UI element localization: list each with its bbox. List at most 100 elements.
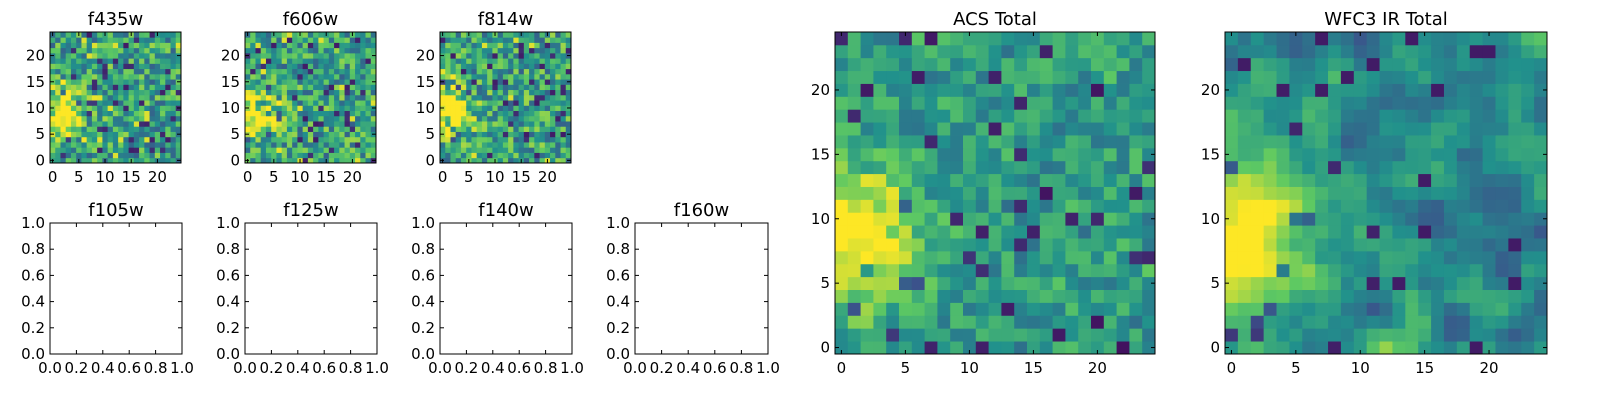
heatmap-cell — [950, 238, 964, 252]
heatmap-cell — [502, 100, 509, 106]
heatmap-cell — [250, 115, 256, 122]
heatmap-cell — [1225, 122, 1239, 136]
heatmap-cell — [924, 199, 938, 213]
heatmap-cell — [76, 100, 82, 106]
heatmap-cell — [481, 73, 488, 80]
heatmap-cell — [1027, 341, 1041, 355]
heatmap-cell — [460, 58, 467, 64]
heatmap-cell — [370, 152, 377, 159]
heatmap-cell — [1142, 250, 1156, 265]
heatmap-cell — [139, 84, 145, 91]
heatmap-cell — [250, 52, 256, 59]
heatmap-cell — [1405, 44, 1419, 59]
heatmap-cell — [81, 84, 88, 91]
heatmap-cell — [81, 147, 88, 153]
heatmap-cell — [1276, 302, 1290, 316]
heatmap-cell — [355, 121, 361, 127]
heatmap-cell — [55, 152, 61, 159]
heatmap-cell — [265, 142, 272, 148]
heatmap-cell — [1328, 135, 1342, 149]
heatmap-cell — [1103, 225, 1117, 239]
heatmap-cell — [1001, 225, 1015, 239]
heatmap-cell — [286, 110, 293, 117]
heatmap-cell — [565, 147, 572, 153]
heatmap-cell — [1052, 135, 1066, 149]
heatmap-cell — [1521, 83, 1535, 97]
heatmap-cell — [1250, 44, 1265, 59]
panel-title: f160w — [674, 200, 729, 221]
heatmap-cell — [1103, 302, 1117, 316]
heatmap-cell — [565, 68, 572, 75]
heatmap-cell — [118, 136, 124, 143]
heatmap-cell — [297, 63, 304, 70]
heatmap-cell — [1001, 276, 1015, 290]
heatmap-cell — [450, 73, 457, 80]
heatmap-cell — [508, 110, 514, 117]
heatmap-cell — [550, 68, 556, 75]
heatmap-cell — [355, 73, 361, 80]
heatmap-cell — [911, 263, 925, 278]
heatmap-cell — [847, 250, 861, 265]
heatmap-cell — [544, 131, 551, 138]
heatmap-cell — [924, 135, 938, 149]
heatmap-cell — [911, 199, 925, 213]
heatmap-cell — [60, 52, 67, 59]
heatmap-cell — [450, 52, 457, 59]
heatmap-cell — [50, 37, 56, 43]
heatmap-cell — [1418, 122, 1432, 136]
heatmap-cell — [1129, 315, 1143, 329]
heatmap-cell — [1225, 238, 1239, 252]
heatmap-cell — [292, 126, 298, 132]
heatmap-cell — [455, 110, 462, 117]
heatmap-cell — [476, 42, 483, 49]
heatmap-cell — [313, 52, 319, 59]
heatmap-cell — [1366, 289, 1380, 303]
x-tick-label: 1.0 — [756, 359, 780, 377]
heatmap-cell — [1328, 263, 1342, 278]
heatmap-cell — [250, 121, 256, 127]
heatmap-cell — [445, 142, 451, 148]
heatmap-cell — [1392, 186, 1406, 200]
heatmap-cell — [481, 152, 488, 159]
heatmap-cell — [144, 52, 150, 59]
heatmap-cell — [313, 47, 319, 54]
heatmap-cell — [123, 42, 129, 49]
heatmap-cell — [1078, 44, 1092, 59]
heatmap-cell — [924, 96, 938, 110]
heatmap-cell — [555, 136, 561, 143]
heatmap-cell — [1276, 147, 1290, 162]
heatmap-cell — [1315, 122, 1329, 136]
heatmap-cell — [1392, 70, 1406, 84]
heatmap-cell — [1129, 289, 1143, 303]
heatmap-cell — [370, 37, 377, 43]
heatmap-cell — [349, 142, 356, 148]
heatmap-cell — [165, 105, 171, 111]
heatmap-cell — [1091, 70, 1105, 84]
heatmap-cell — [455, 152, 462, 159]
heatmap-cell — [988, 147, 1002, 162]
heatmap-cell — [1250, 186, 1265, 200]
heatmap-cell — [466, 42, 472, 49]
heatmap-cell — [924, 289, 938, 303]
heatmap-cell — [1379, 225, 1393, 239]
heatmap-cell — [950, 302, 964, 316]
heatmap-cell — [339, 52, 345, 59]
heatmap-cell — [1366, 315, 1380, 329]
heatmap-cell — [1521, 276, 1535, 290]
heatmap-cell — [860, 225, 874, 239]
heatmap-cell — [1431, 147, 1445, 162]
heatmap-cell — [1353, 199, 1368, 213]
heatmap-cell — [555, 115, 561, 122]
heatmap-cell — [1431, 341, 1445, 355]
heatmap-cell — [1521, 70, 1535, 84]
heatmap-cell — [529, 73, 535, 80]
heatmap-cell — [365, 142, 372, 148]
heatmap-cell — [529, 142, 535, 148]
heatmap-cell — [460, 131, 467, 138]
heatmap-cell — [118, 131, 124, 138]
heatmap-cell — [1302, 32, 1316, 46]
heatmap-cell — [271, 73, 277, 80]
x-tick-label: 0.2 — [454, 359, 478, 377]
heatmap-cell — [1225, 147, 1239, 162]
heatmap-cell — [950, 225, 964, 239]
